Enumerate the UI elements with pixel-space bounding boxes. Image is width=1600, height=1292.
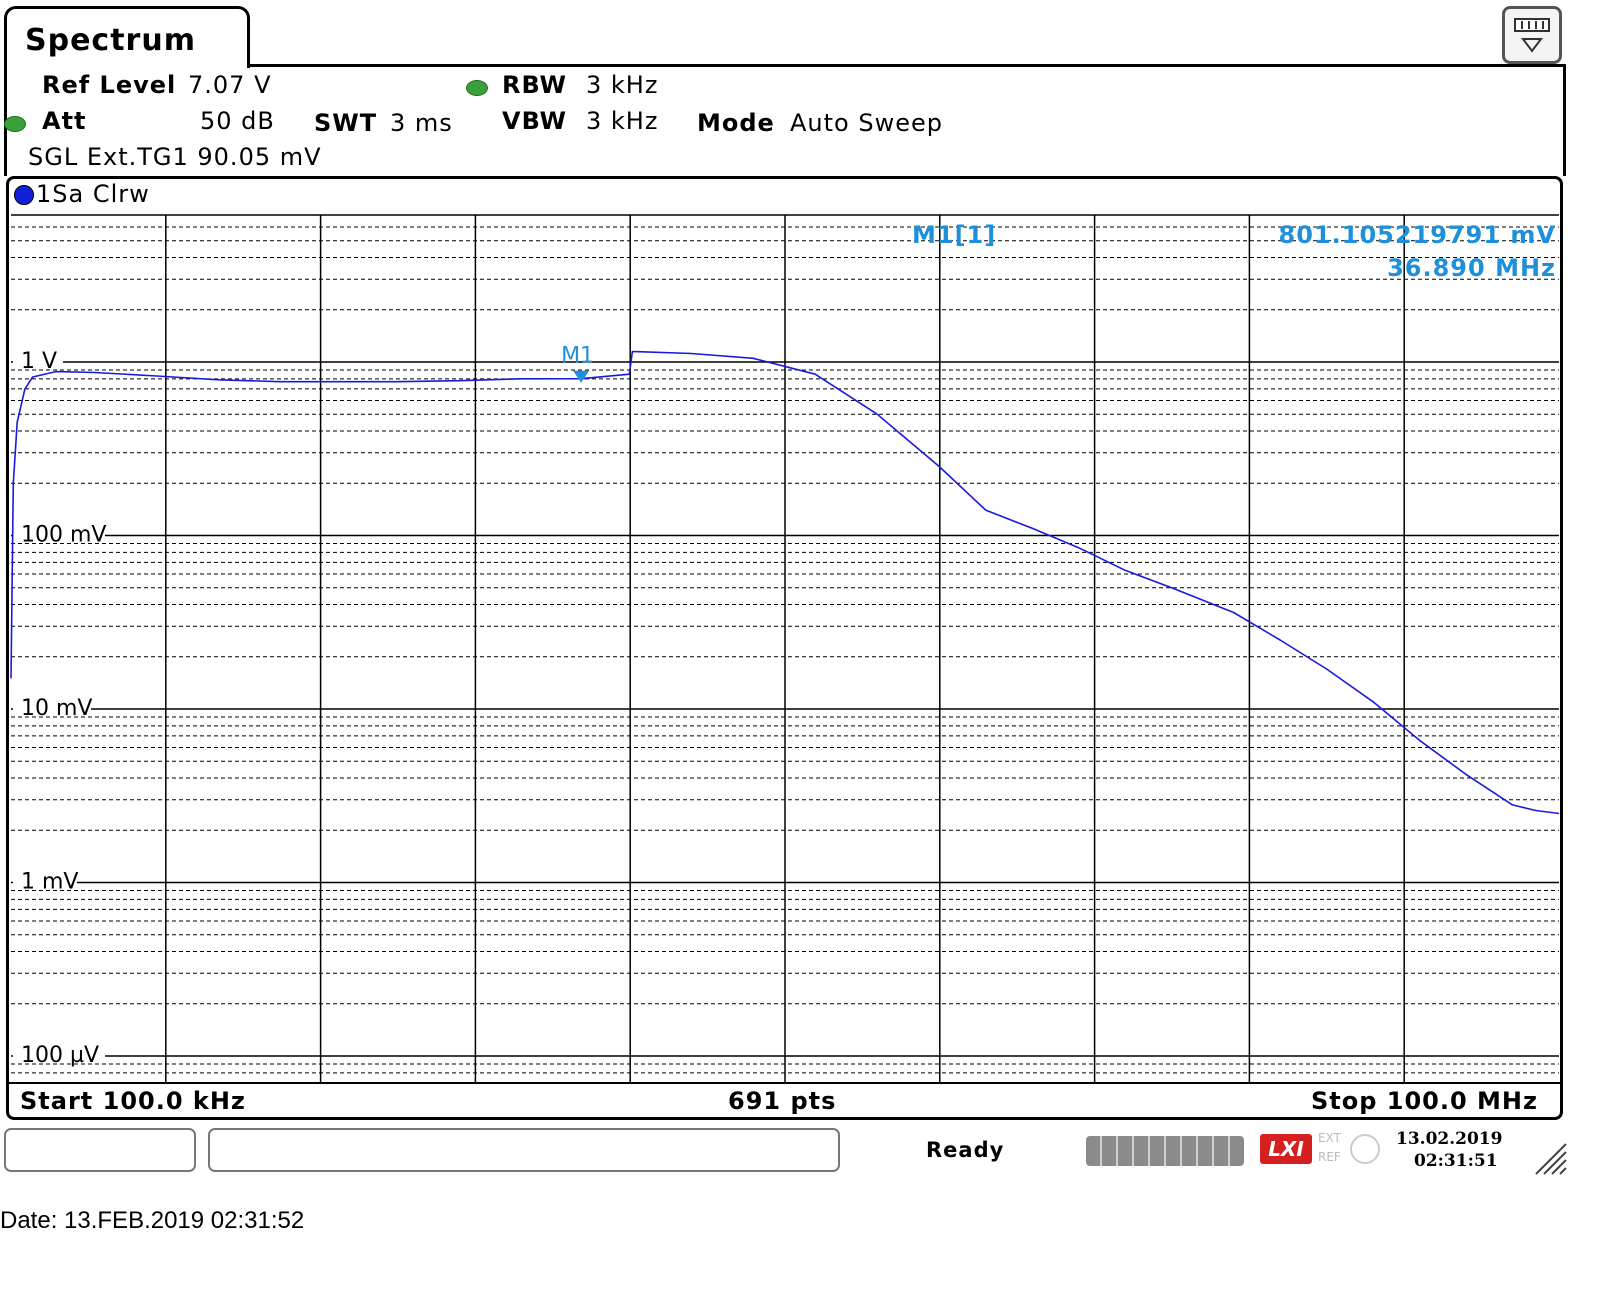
tab-spectrum[interactable]: Spectrum	[4, 6, 250, 68]
marker-label: M1	[561, 344, 594, 369]
att-label: Att	[42, 107, 87, 135]
ref-label: REF	[1318, 1150, 1341, 1164]
swt-label: SWT	[314, 109, 378, 137]
sweep-points: 691 pts	[728, 1087, 837, 1115]
status-field-message[interactable]	[208, 1128, 840, 1172]
tab-title: Spectrum	[25, 23, 196, 58]
stop-frequency: Stop 100.0 MHz	[1311, 1087, 1538, 1115]
mode-value: Auto Sweep	[790, 109, 943, 137]
y-tick-label: 1 mV	[21, 870, 78, 895]
status-ready: Ready	[926, 1138, 1005, 1162]
y-tick-label: 100 µV	[21, 1043, 99, 1068]
y-tick-label: 100 mV	[21, 523, 106, 548]
menu-icon	[1514, 18, 1550, 53]
att-value: 50 dB	[200, 107, 275, 135]
header-right-border	[1563, 64, 1566, 176]
ext-ref-icon	[1350, 1134, 1380, 1164]
resize-grip-icon[interactable]	[1532, 1140, 1568, 1176]
ref-level-value: 7.07 V	[188, 71, 272, 99]
start-frequency: Start 100.0 kHz	[20, 1087, 246, 1115]
trace-indicator-icon	[14, 185, 34, 205]
y-tick-label: 10 mV	[21, 696, 92, 721]
tick-label-bg	[13, 1032, 105, 1058]
menu-button[interactable]	[1502, 6, 1562, 64]
vbw-label: VBW	[502, 107, 568, 135]
sgl-info: SGL Ext.TG1 90.05 mV	[28, 143, 322, 171]
rbw-value: 3 kHz	[586, 71, 659, 99]
date-caption: Date: 13.FEB.2019 02:31:52	[0, 1207, 305, 1234]
header-divider	[248, 64, 1566, 67]
status-date: 13.02.2019	[1396, 1129, 1503, 1149]
mode-label: Mode	[697, 109, 775, 137]
ref-level-label: Ref Level	[42, 71, 177, 99]
ext-label: EXT	[1318, 1131, 1341, 1145]
tick-label-bg	[13, 858, 77, 885]
trace-line	[10, 350, 1560, 815]
status-time: 02:31:51	[1414, 1151, 1498, 1171]
marker-info-name: M1[1]	[912, 221, 997, 249]
trace-label: 1Sa Clrw	[36, 180, 150, 208]
marker-info-freq: 36.890 MHz	[1387, 254, 1556, 282]
tick-label-bg	[13, 338, 63, 364]
vbw-value: 3 kHz	[586, 107, 659, 135]
diagram-frame	[6, 176, 1563, 1120]
progress-bar	[1086, 1136, 1244, 1166]
tick-label-bg	[13, 511, 105, 538]
swt-value: 3 ms	[390, 109, 453, 137]
rbw-label: RBW	[502, 71, 567, 99]
lxi-logo: LXI	[1260, 1134, 1312, 1164]
rbw-status-icon	[466, 80, 488, 96]
y-tick-label: 1 V	[21, 349, 57, 374]
status-field-left[interactable]	[4, 1128, 196, 1172]
tick-label-bg	[13, 685, 91, 711]
marker-info-value: 801.105219791 mV	[1278, 221, 1556, 249]
att-status-icon	[4, 116, 26, 132]
marker-triangle	[573, 370, 590, 383]
footer-divider	[9, 1082, 1560, 1084]
